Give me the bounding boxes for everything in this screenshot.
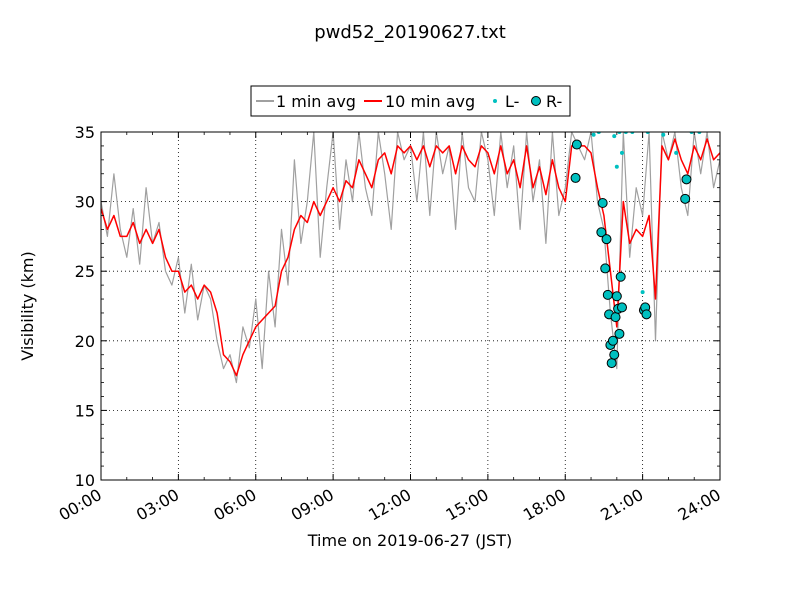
- x-tick-label: 09:00: [288, 485, 337, 525]
- series-layer: [101, 132, 720, 384]
- series-marker-r: [607, 335, 618, 346]
- series-marker-r: [571, 139, 582, 150]
- legend-box: [250, 85, 571, 117]
- x-tick-label: 12:00: [365, 485, 414, 525]
- legend-1min-label: 1 min avg: [276, 92, 356, 111]
- legend-r-label: R-: [546, 92, 562, 111]
- legend-l-label: L-: [505, 92, 519, 111]
- y-axis-label: Visibility (km): [18, 251, 37, 360]
- plot-frame: [100, 131, 721, 481]
- series-marker-r: [611, 291, 622, 302]
- grid: [101, 132, 720, 480]
- series-marker-r: [615, 271, 626, 282]
- series-line-10-min-avg: [101, 138, 720, 377]
- series-marker-r: [681, 174, 692, 185]
- series-point-l: [612, 134, 617, 139]
- legend-l-dot: [493, 99, 497, 103]
- series-point-l: [614, 164, 619, 169]
- series-point-l: [640, 290, 645, 295]
- y-tick-label: 15: [75, 401, 95, 420]
- legend-10min-label: 10 min avg: [385, 92, 475, 111]
- series-marker-r: [680, 193, 691, 204]
- y-tick-label: 35: [75, 123, 95, 142]
- series-line-1-min-avg: [101, 132, 720, 384]
- x-tick-label: 00:00: [56, 485, 105, 525]
- series-marker-r: [601, 234, 612, 245]
- series-marker-r: [641, 309, 652, 320]
- series-marker-r: [614, 328, 625, 339]
- tick-labels: 00:00 03:00 06:00 09:00 12:00 15:00 18:00 21:00…: [56, 123, 724, 525]
- series-marker-r: [596, 227, 607, 238]
- chart-title: pwd52_20190627.txt: [314, 22, 506, 43]
- y-tick-label: 10: [75, 471, 95, 490]
- series-marker-r: [609, 349, 620, 360]
- x-tick-label: 21:00: [597, 485, 646, 525]
- series-marker-r: [597, 197, 608, 208]
- x-tick-label: 06:00: [210, 485, 259, 525]
- series-point-l: [591, 132, 596, 137]
- series-point-l: [674, 150, 679, 155]
- series-marker-r: [606, 358, 617, 369]
- series-marker-r: [602, 289, 613, 300]
- series-marker-r: [616, 302, 627, 313]
- x-tick-label: 03:00: [133, 485, 182, 525]
- series-marker-r: [610, 312, 621, 323]
- series-marker-r: [570, 172, 581, 183]
- series-point-l: [661, 132, 666, 137]
- y-tick-label: 30: [75, 193, 95, 212]
- x-axis-label: Time on 2019-06-27 (JST): [307, 531, 512, 550]
- x-tick-label: 18:00: [520, 485, 569, 525]
- y-tick-label: 20: [75, 332, 95, 351]
- y-tick-label: 25: [75, 262, 95, 281]
- series-point-l: [619, 150, 624, 155]
- x-tick-label: 24:00: [675, 485, 724, 525]
- series-marker-r: [600, 263, 611, 274]
- legend: 1 min avg 10 min avg L- R-: [250, 85, 571, 117]
- legend-r-circle: [531, 96, 541, 106]
- x-tick-label: 15:00: [442, 485, 491, 525]
